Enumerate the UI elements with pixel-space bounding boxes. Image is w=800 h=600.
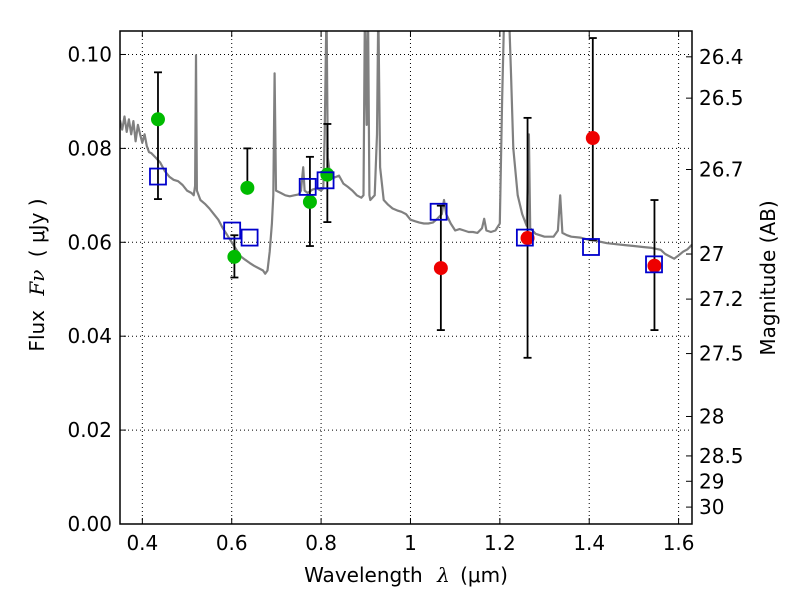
- optical-point: [302, 194, 317, 209]
- x-tick-label: 1.2: [484, 531, 516, 555]
- y-tick-label: 0.06: [67, 230, 112, 254]
- right-tick-label: 29: [699, 469, 724, 493]
- x-tick-label: 1.4: [573, 531, 605, 555]
- y-axis-label: Flux Fν ( μJy ): [25, 198, 49, 351]
- right-tick-label: 27: [699, 242, 724, 266]
- synthetic-point: [298, 177, 317, 196]
- model-spectrum-line: [120, 31, 692, 275]
- nir-point: [585, 131, 600, 146]
- nir-point: [433, 261, 448, 276]
- synthetic-point: [582, 238, 600, 256]
- x-tick-label: 0.8: [305, 531, 337, 555]
- model-spectrum-layer: [120, 31, 692, 275]
- synthetic-point: [515, 228, 534, 247]
- x-tick-label: 1.6: [663, 531, 695, 555]
- x-tick-label: 0.4: [126, 531, 158, 555]
- synthetic-point: [240, 228, 259, 247]
- nir-point: [520, 231, 535, 246]
- y-tick-label: 0.04: [67, 324, 112, 348]
- y-tick-label: 0.10: [67, 42, 112, 66]
- x-axis-label-unit: (μm): [460, 563, 508, 587]
- synthetic-point: [149, 167, 167, 186]
- plot-frame: [119, 30, 693, 525]
- y-axis-label-prefix: Flux: [25, 310, 49, 352]
- x-axis-label-symbol: λ: [436, 563, 450, 587]
- right-tick-label: 27.2: [699, 287, 744, 311]
- synthetic-point: [645, 255, 663, 274]
- y-tick-label: 0.02: [67, 418, 112, 442]
- x-axis-label-prefix: Wavelength: [304, 563, 423, 587]
- grid: [120, 31, 692, 524]
- synthetic-point: [429, 202, 448, 221]
- optical-point: [240, 180, 255, 195]
- right-tick-label: 28.5: [699, 444, 744, 468]
- synthetic-point: [316, 171, 335, 190]
- y-axis-label-unit: ( μJy ): [25, 198, 49, 257]
- x-axis-label: Wavelength λ (μm): [304, 563, 508, 587]
- right-tick-label: 27.5: [699, 342, 744, 366]
- optical-point: [227, 249, 242, 264]
- right-tick-label: 26.7: [699, 158, 744, 182]
- x-tick-label: 0.6: [216, 531, 248, 555]
- right-tick-label: 30: [699, 495, 724, 519]
- right-tick-label: 28: [699, 404, 724, 428]
- x-tick-label: 1: [404, 531, 417, 555]
- y-tick-label: 0.00: [67, 512, 112, 536]
- right-axis-label: Magnitude (AB): [756, 200, 780, 355]
- y-axis-label-symbol: Fν: [25, 270, 49, 297]
- right-tick-label: 26.4: [699, 45, 744, 69]
- y-tick-label: 0.08: [67, 136, 112, 160]
- nir-point: [647, 258, 662, 273]
- synthetic-point: [223, 221, 242, 240]
- right-tick-label: 26.5: [699, 86, 744, 110]
- optical-point: [150, 112, 165, 127]
- optical-point: [320, 167, 335, 182]
- errorbar-layer: [153, 37, 659, 359]
- tick-layer: 0.4 0.6 0.8 1 1.2 1.4 1.6 0.00 0.02 0.04 0.06 0.08 0…: [67, 31, 744, 555]
- marker-layer: [149, 112, 663, 276]
